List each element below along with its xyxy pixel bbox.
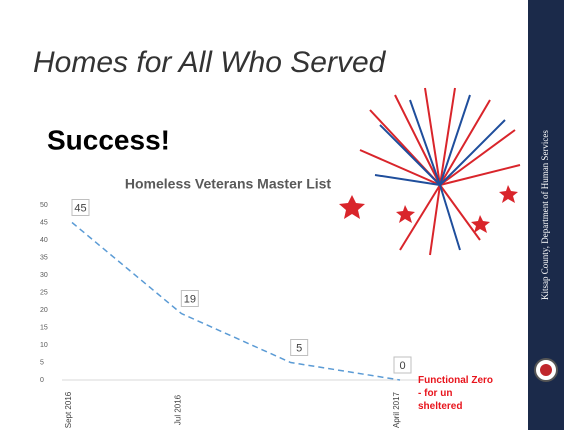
- fireworks: [339, 87, 521, 256]
- annotation: Functional Zero - for un sheltered: [418, 375, 493, 412]
- slide-title: Homes for All Who Served: [33, 46, 387, 79]
- data-label-box: [290, 339, 309, 356]
- y-tick-label: 45: [40, 219, 48, 226]
- y-tick-label: 10: [40, 342, 48, 349]
- x-tick-label: Sept 2016: [64, 391, 73, 428]
- data-label: 19: [184, 293, 196, 305]
- y-tick-label: 50: [40, 202, 48, 209]
- y-tick-label: 5: [40, 359, 44, 366]
- data-label: 45: [74, 202, 86, 214]
- data-label: 5: [296, 342, 302, 354]
- heading: Success!: [47, 124, 170, 155]
- data-label-box: [71, 199, 90, 216]
- y-tick-label: 15: [40, 324, 48, 331]
- data-label-box: [180, 290, 199, 307]
- y-tick-label: 40: [40, 237, 48, 244]
- x-tick-label: Jul 2016: [173, 394, 182, 425]
- logo-center: [540, 364, 552, 376]
- annotation-line: sheltered: [418, 401, 462, 412]
- sidebar-text: Kitsap County, Department of Human Servi…: [540, 130, 550, 300]
- data-label-box: [393, 356, 412, 374]
- y-tick-label: 35: [40, 254, 48, 261]
- y-tick-label: 0: [40, 377, 44, 384]
- annotation-line: - for un: [418, 388, 452, 399]
- y-tick-label: 20: [40, 307, 48, 314]
- firework-rays: [374, 94, 506, 251]
- y-tick-label: 25: [40, 289, 48, 296]
- x-tick-label: April 2017: [392, 391, 401, 428]
- chart-title: Homeless Veterans Master List: [125, 176, 332, 192]
- data-label: 0: [399, 360, 405, 372]
- line: [71, 221, 401, 381]
- y-tick-label: 30: [40, 272, 48, 279]
- firework-rays: [359, 87, 521, 256]
- annotation-line: Functional Zero: [418, 375, 493, 386]
